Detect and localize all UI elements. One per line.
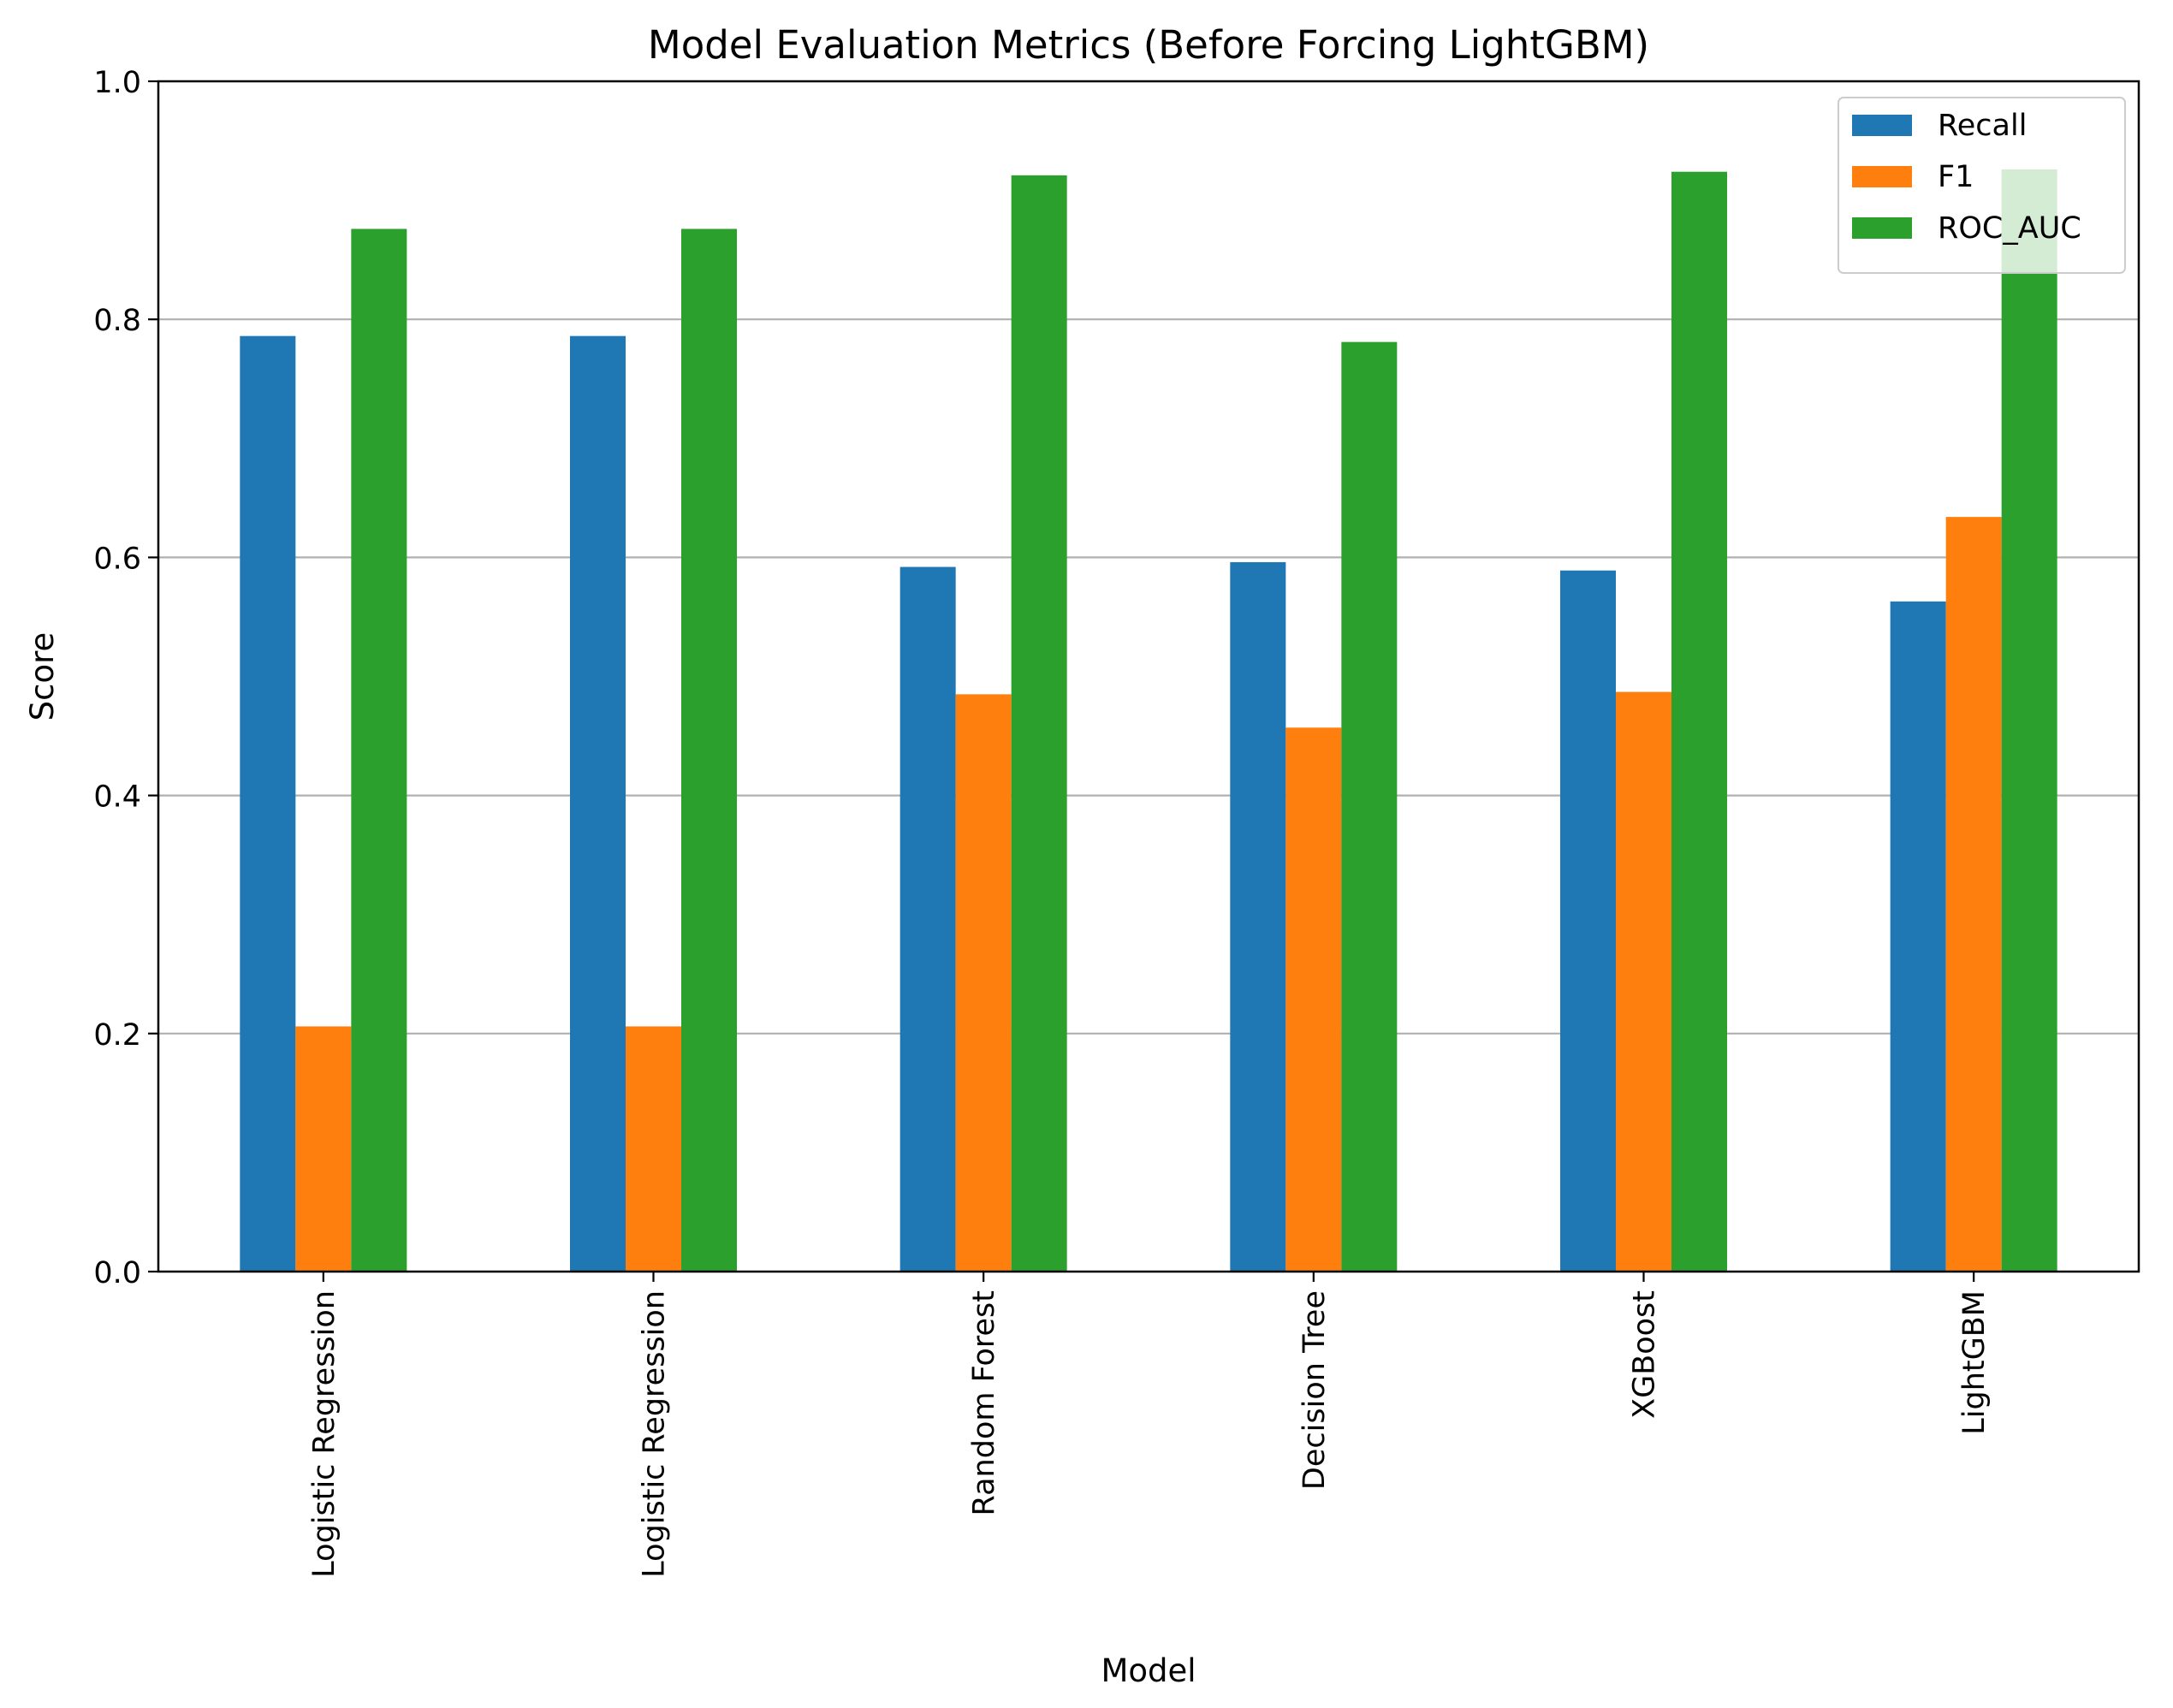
y-tick-label: 0.4 (93, 780, 141, 815)
bar-roc-auc (351, 228, 407, 1272)
x-tick-label: Decision Tree (1297, 1290, 1332, 1490)
y-axis-ticks: 0.0 0.2 0.4 0.6 0.8 1.0 (93, 66, 158, 1290)
legend-swatch (1852, 166, 1912, 187)
bar-roc-auc (681, 228, 737, 1272)
bar-recall (1890, 601, 1946, 1272)
legend-label: ROC_AUC (1938, 211, 2081, 246)
legend-swatch (1852, 217, 1912, 239)
bar-recall (240, 335, 296, 1272)
bar-recall (899, 566, 956, 1272)
y-tick-label: 0.8 (93, 304, 141, 338)
bar-f1 (955, 694, 1012, 1272)
bar-f1 (1945, 517, 2002, 1272)
legend-label: Recall (1938, 109, 2027, 143)
bar-recall (1560, 570, 1616, 1272)
bar-roc-auc (1671, 171, 1727, 1272)
x-axis-ticks: Logistic Regression Logistic Regression Ra… (307, 1272, 1992, 1578)
bar-f1 (295, 1026, 352, 1272)
gridlines (158, 318, 2139, 1035)
y-tick-label: 0.0 (93, 1256, 141, 1290)
x-axis-label: Model (1101, 1652, 1196, 1689)
legend: Recall F1 ROC_AUC (1838, 97, 2126, 274)
bar-f1 (1285, 727, 1342, 1272)
bar-f1 (626, 1026, 681, 1272)
chart-title: Model Evaluation Metrics (Before Forcing… (648, 22, 1649, 68)
x-tick-label: Logistic Regression (307, 1290, 341, 1578)
plot-frame (157, 80, 2140, 1273)
x-tick-label: Logistic Regression (638, 1290, 672, 1578)
bar-recall (1230, 561, 1286, 1272)
bar-roc-auc (1341, 341, 1398, 1272)
bars (240, 169, 2057, 1272)
y-tick-label: 0.6 (93, 542, 141, 576)
bar-f1 (1616, 691, 1671, 1272)
y-tick-label: 1.0 (93, 66, 141, 100)
legend-label: F1 (1938, 160, 1974, 194)
y-axis-label: Score (24, 632, 61, 721)
bar-roc-auc (1011, 175, 1067, 1272)
bar-roc-auc (2001, 169, 2057, 1272)
x-tick-label: LightGBM (1957, 1290, 1992, 1435)
x-tick-label: Random Forest (967, 1290, 1001, 1515)
legend-swatch (1852, 115, 1912, 136)
x-tick-label: XGBoost (1628, 1290, 1662, 1419)
y-tick-label: 0.2 (93, 1018, 141, 1053)
bar-recall (570, 335, 626, 1272)
